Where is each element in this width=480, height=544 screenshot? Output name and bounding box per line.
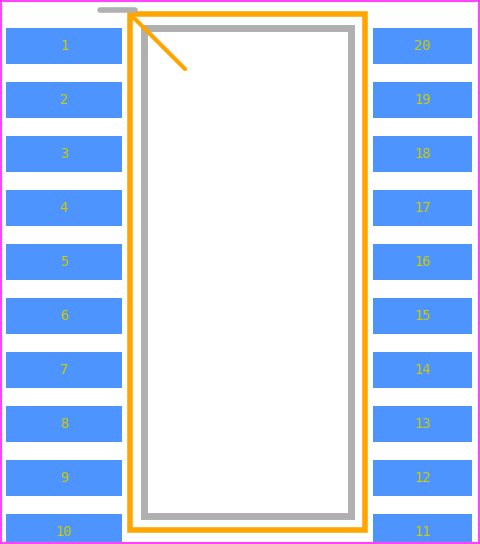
Bar (6, 298, 122, 334)
Text: 14: 14 (414, 363, 431, 377)
Text: 11: 11 (414, 525, 431, 539)
Text: 12: 12 (414, 471, 431, 485)
Text: 10: 10 (56, 525, 72, 539)
Bar (6, 352, 122, 388)
Bar (6, 406, 122, 442)
Text: 13: 13 (414, 417, 431, 431)
Bar (6, 136, 122, 172)
Bar (373, 136, 472, 172)
Bar (6, 514, 122, 544)
Bar (144, 28, 351, 516)
Bar (6, 82, 122, 118)
Bar (6, 244, 122, 280)
Text: 17: 17 (414, 201, 431, 215)
Bar (6, 190, 122, 226)
Bar (373, 190, 472, 226)
Bar (6, 28, 122, 64)
Bar (6, 460, 122, 496)
Bar (373, 460, 472, 496)
Bar (373, 244, 472, 280)
Text: 3: 3 (60, 147, 68, 161)
Text: 2: 2 (60, 93, 68, 107)
Text: 6: 6 (60, 309, 68, 323)
Bar (373, 514, 472, 544)
Bar (373, 298, 472, 334)
Text: 5: 5 (60, 255, 68, 269)
Bar (373, 406, 472, 442)
Bar (373, 28, 472, 64)
Text: 20: 20 (414, 39, 431, 53)
Text: 1: 1 (60, 39, 68, 53)
Text: 18: 18 (414, 147, 431, 161)
Text: 8: 8 (60, 417, 68, 431)
Bar (373, 82, 472, 118)
Text: 4: 4 (60, 201, 68, 215)
Text: 9: 9 (60, 471, 68, 485)
Bar (373, 352, 472, 388)
Text: 19: 19 (414, 93, 431, 107)
Text: 7: 7 (60, 363, 68, 377)
Text: 15: 15 (414, 309, 431, 323)
Text: 16: 16 (414, 255, 431, 269)
Bar (130, 14, 365, 530)
